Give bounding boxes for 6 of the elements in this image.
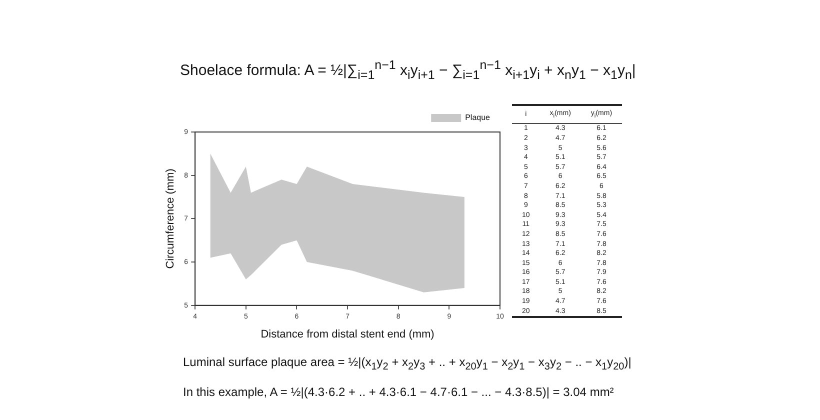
x-axis-title: Distance from distal stent end (mm) <box>260 328 434 340</box>
text: Luminal surface plaque area = ½|(x$_{1}$y$_{2}$ + x$_{2}$y$_{3}$ + .. + x$_{20}$y$_{1}$ − x$_{2}$y$_{1}$ − x$_{3}$y$_{2}$ − .. − x$_{1}$y$_{20}$)| <box>183 355 632 372</box>
text: In this example, A = ½|(4.3·6.2 + .. + 4.3·6.1 − 4.7·6.1 − ... − 4.3·8.5)| = 3.04 mm² <box>183 385 614 399</box>
chart-title: Shoelace formula: A = ½|∑$_{i=1}$$^{n−1}$ x$_{i}$y$_{i+1}$ − ∑$_{i=1}$$^{n−1}$ x$_{i+1}$y$_{i}$ + x$_{n}$y$_{1}$ − x$_{1}$y$_{n}$| <box>180 58 636 82</box>
legend-label: Plaque <box>465 113 491 122</box>
y-axis-title: Circumference (mm) <box>164 168 177 269</box>
